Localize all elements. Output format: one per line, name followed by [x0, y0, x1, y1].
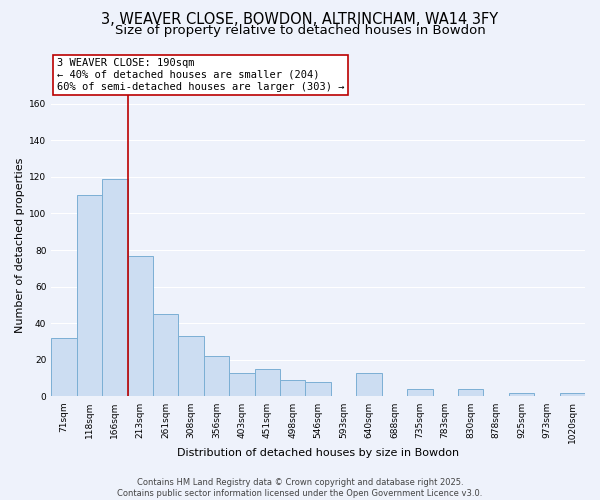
Text: Contains HM Land Registry data © Crown copyright and database right 2025.
Contai: Contains HM Land Registry data © Crown c…: [118, 478, 482, 498]
Bar: [153, 314, 178, 396]
Bar: [77, 195, 102, 396]
Text: 3 WEAVER CLOSE: 190sqm
← 40% of detached houses are smaller (204)
60% of semi-de: 3 WEAVER CLOSE: 190sqm ← 40% of detached…: [56, 58, 344, 92]
Bar: [407, 389, 433, 396]
Bar: [229, 372, 254, 396]
Bar: [51, 338, 77, 396]
Bar: [560, 393, 585, 396]
X-axis label: Distribution of detached houses by size in Bowdon: Distribution of detached houses by size …: [177, 448, 459, 458]
Text: 3, WEAVER CLOSE, BOWDON, ALTRINCHAM, WA14 3FY: 3, WEAVER CLOSE, BOWDON, ALTRINCHAM, WA1…: [101, 12, 499, 28]
Bar: [128, 256, 153, 396]
Text: Size of property relative to detached houses in Bowdon: Size of property relative to detached ho…: [115, 24, 485, 37]
Bar: [178, 336, 204, 396]
Bar: [102, 178, 128, 396]
Bar: [254, 369, 280, 396]
Bar: [305, 382, 331, 396]
Bar: [204, 356, 229, 397]
Bar: [509, 393, 534, 396]
Y-axis label: Number of detached properties: Number of detached properties: [15, 158, 25, 333]
Bar: [280, 380, 305, 396]
Bar: [458, 389, 484, 396]
Bar: [356, 372, 382, 396]
